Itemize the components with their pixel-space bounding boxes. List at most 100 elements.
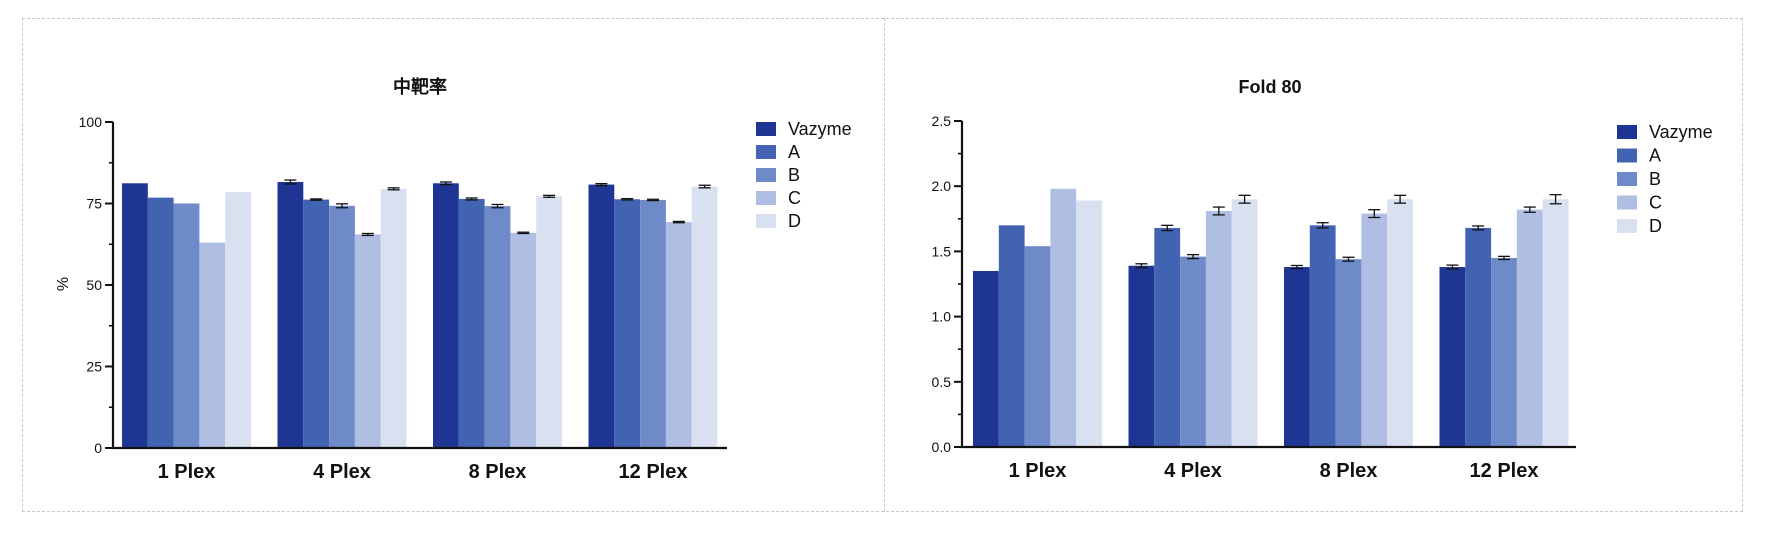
x-tick-label: 8 Plex <box>469 461 527 483</box>
x-tick-label: 12 Plex <box>619 461 688 483</box>
legend-swatch <box>1617 172 1637 186</box>
legend-label: C <box>1649 193 1662 213</box>
bar-d-1-plex <box>1076 200 1102 447</box>
bar-c-12-plex <box>1516 209 1543 447</box>
bar-d-8-plex <box>536 196 562 448</box>
y-tick-label: 2.5 <box>932 113 952 129</box>
error-bar <box>1472 225 1485 231</box>
error-bar <box>387 187 400 191</box>
bar-a-8-plex <box>1309 225 1336 447</box>
y-axis-label: % <box>55 277 72 291</box>
bar-vazyme-12-plex <box>588 184 615 449</box>
error-bar <box>1498 255 1510 261</box>
bar-d-12-plex <box>691 186 718 448</box>
bar-b-1-plex <box>173 203 200 448</box>
bar-c-1-plex <box>1050 188 1077 448</box>
y-tick-label: 0 <box>94 440 102 456</box>
error-bar <box>517 231 530 235</box>
bar-a-12-plex <box>1465 227 1492 447</box>
error-bar <box>284 179 297 185</box>
error-bar <box>1187 254 1199 260</box>
legend-swatch <box>756 122 776 136</box>
error-bar <box>1161 224 1174 232</box>
legend-swatch <box>1617 195 1637 210</box>
error-bar <box>595 182 608 187</box>
bar-b-4-plex <box>1180 256 1206 447</box>
panel-divider <box>884 18 885 512</box>
error-bar <box>1290 264 1303 270</box>
bar-a-8-plex <box>458 198 485 448</box>
legend-label: B <box>788 165 800 185</box>
error-bar <box>1394 194 1407 204</box>
error-bar <box>361 232 374 237</box>
legend-label: B <box>1649 169 1661 189</box>
bar-b-12-plex <box>640 199 666 448</box>
bar-c-8-plex <box>510 232 537 448</box>
error-bar <box>698 184 711 189</box>
bar-a-1-plex <box>147 197 174 448</box>
bar-vazyme-8-plex <box>433 183 459 448</box>
x-tick-label: 4 Plex <box>1164 460 1222 482</box>
bar-a-1-plex <box>998 225 1025 447</box>
y-tick-label: 2.0 <box>932 178 952 194</box>
y-tick-label: 1.5 <box>932 243 952 259</box>
bar-vazyme-1-plex <box>122 183 148 448</box>
bar-d-12-plex <box>1542 199 1569 447</box>
error-bar <box>1238 194 1251 204</box>
error-bar <box>1523 206 1536 213</box>
bar-vazyme-1-plex <box>973 270 999 447</box>
legend-swatch <box>756 168 776 182</box>
error-bar <box>1549 194 1562 205</box>
chart-2: Fold 80 0.0 0.5 1.0 1.5 2.0 2.5 1 Plex 4 Plex 8 P… <box>932 77 1713 482</box>
error-bar <box>1135 263 1148 269</box>
bar-c-1-plex <box>199 242 226 448</box>
error-bar <box>336 203 348 209</box>
legend-label: D <box>1649 216 1662 236</box>
x-tick-label: 8 Plex <box>1320 460 1378 482</box>
error-bar <box>543 194 556 198</box>
legend-label: Vazyme <box>1649 122 1713 142</box>
bar-b-8-plex <box>1335 259 1362 447</box>
bar-c-8-plex <box>1361 213 1388 447</box>
bar-b-4-plex <box>329 205 355 448</box>
bar-c-4-plex <box>1205 210 1232 447</box>
bar-b-12-plex <box>1491 257 1517 447</box>
legend-swatch <box>1617 219 1637 233</box>
y-tick-label: 50 <box>86 277 102 293</box>
bar-vazyme-12-plex <box>1439 267 1466 447</box>
y-tick-label: 75 <box>86 196 102 212</box>
bar-vazyme-4-plex <box>277 181 304 448</box>
x-tick-label: 1 Plex <box>158 461 216 483</box>
bar-d-4-plex <box>380 188 407 448</box>
bar-vazyme-8-plex <box>1284 267 1310 447</box>
y-tick-label: 0.5 <box>932 374 952 390</box>
figure-frame <box>22 18 1743 512</box>
bar-a-4-plex <box>303 199 330 448</box>
bar-b-8-plex <box>484 206 511 448</box>
error-bar <box>647 198 659 202</box>
y-tick-label: 0.0 <box>932 439 952 455</box>
error-bar <box>1446 264 1459 270</box>
legend-swatch <box>756 191 776 205</box>
error-bar <box>310 198 323 201</box>
x-tick-label: 1 Plex <box>1009 460 1067 482</box>
error-bar <box>1342 256 1355 262</box>
bar-c-4-plex <box>354 234 381 448</box>
chart-title: Fold 80 <box>1238 77 1301 97</box>
error-bar <box>621 197 634 201</box>
legend-swatch <box>1617 148 1637 163</box>
y-tick-label: 100 <box>79 114 103 130</box>
legend-label: C <box>788 188 801 208</box>
error-bar <box>1212 206 1225 216</box>
x-tick-label: 4 Plex <box>313 461 371 483</box>
bar-c-12-plex <box>665 222 692 448</box>
legend-swatch <box>756 214 776 228</box>
bar-b-1-plex <box>1024 246 1051 447</box>
error-bar <box>491 203 504 209</box>
legend-swatch <box>1617 125 1637 139</box>
error-bar <box>672 220 685 224</box>
x-tick-label: 12 Plex <box>1470 460 1539 482</box>
